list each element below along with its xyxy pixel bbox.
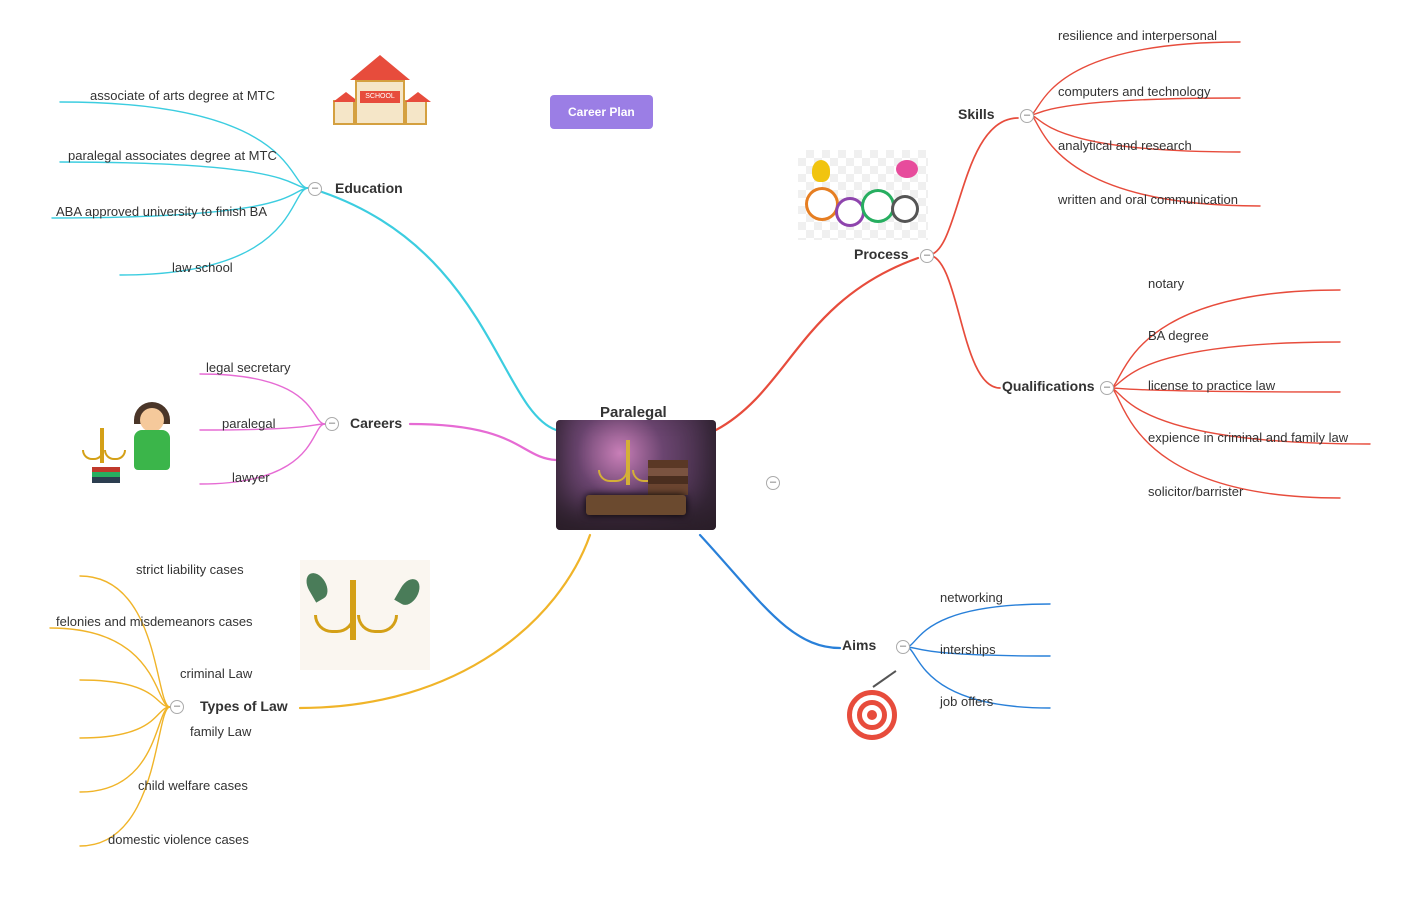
center-image xyxy=(556,420,716,530)
branch-process: Process xyxy=(854,246,908,262)
leaf-qualifications-0: notary xyxy=(1148,276,1184,291)
leaf-qualifications-2: license to practice law xyxy=(1148,378,1275,393)
leaf-aims-0: networking xyxy=(940,590,1003,605)
leaf-types-2: criminal Law xyxy=(180,666,252,681)
leaf-education-2: ABA approved university to finish BA xyxy=(56,204,267,219)
collapse-qualifications[interactable] xyxy=(1100,381,1114,395)
leaf-aims-1: interships xyxy=(940,642,996,657)
leaf-types-3: family Law xyxy=(190,724,251,739)
branch-types: Types of Law xyxy=(200,698,288,714)
center-title: Paralegal xyxy=(600,404,667,421)
leaf-qualifications-1: BA degree xyxy=(1148,328,1209,343)
collapse-process[interactable] xyxy=(920,249,934,263)
scales-icon xyxy=(300,560,430,670)
collapse-careers[interactable] xyxy=(325,417,339,431)
lawyer-icon xyxy=(90,398,190,488)
target-icon xyxy=(847,690,897,740)
leaf-types-0: strict liability cases xyxy=(136,562,244,577)
collapse-aims[interactable] xyxy=(896,640,910,654)
leaf-types-5: domestic violence cases xyxy=(108,832,249,847)
leaf-careers-1: paralegal xyxy=(222,416,276,431)
branch-careers: Careers xyxy=(350,415,402,431)
process-icon xyxy=(798,150,928,240)
branch-qualifications: Qualifications xyxy=(1002,378,1095,394)
collapse-skills[interactable] xyxy=(1020,109,1034,123)
leaf-types-4: child welfare cases xyxy=(138,778,248,793)
leaf-skills-0: resilience and interpersonal xyxy=(1058,28,1217,43)
leaf-careers-2: lawyer xyxy=(232,470,270,485)
collapse-center[interactable] xyxy=(766,476,780,490)
branch-education: Education xyxy=(335,180,403,196)
leaf-education-0: associate of arts degree at MTC xyxy=(90,88,275,103)
leaf-skills-2: analytical and research xyxy=(1058,138,1192,153)
leaf-qualifications-3: expience in criminal and family law xyxy=(1148,430,1348,445)
leaf-qualifications-4: solicitor/barrister xyxy=(1148,484,1243,499)
career-plan-button[interactable]: Career Plan xyxy=(550,95,653,129)
leaf-skills-3: written and oral communication xyxy=(1058,192,1238,207)
leaf-education-1: paralegal associates degree at MTC xyxy=(68,148,277,163)
leaf-skills-1: computers and technology xyxy=(1058,84,1210,99)
collapse-types[interactable] xyxy=(170,700,184,714)
leaf-types-1: felonies and misdemeanors cases xyxy=(56,614,253,629)
branch-aims: Aims xyxy=(842,637,876,653)
collapse-education[interactable] xyxy=(308,182,322,196)
branch-skills: Skills xyxy=(958,106,995,122)
leaf-careers-0: legal secretary xyxy=(206,360,291,375)
leaf-aims-2: job offers xyxy=(940,694,993,709)
leaf-education-3: law school xyxy=(172,260,233,275)
school-icon: SCHOOL xyxy=(330,55,430,135)
